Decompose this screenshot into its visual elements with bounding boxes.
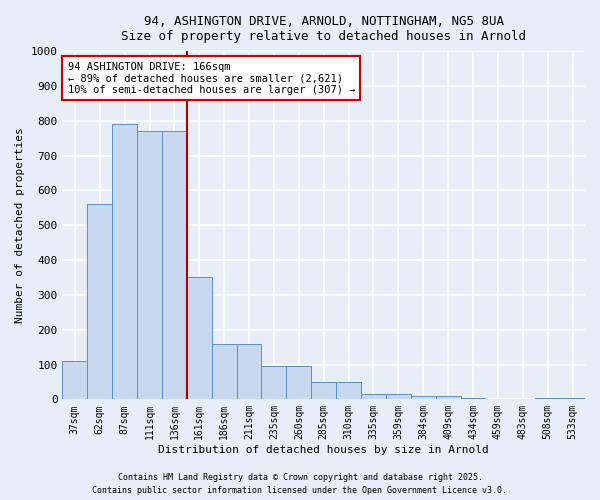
Bar [535, 398, 560, 400]
Bar [62, 361, 88, 400]
Bar [236, 344, 262, 400]
Bar [88, 204, 112, 400]
Y-axis label: Number of detached properties: Number of detached properties [15, 128, 25, 323]
Bar [560, 398, 585, 400]
Bar [361, 394, 386, 400]
Bar [162, 131, 187, 400]
Bar [436, 396, 461, 400]
Bar [286, 366, 311, 400]
Text: 94 ASHINGTON DRIVE: 166sqm
← 89% of detached houses are smaller (2,621)
10% of s: 94 ASHINGTON DRIVE: 166sqm ← 89% of deta… [68, 62, 355, 95]
Bar [112, 124, 137, 400]
Bar [311, 382, 336, 400]
X-axis label: Distribution of detached houses by size in Arnold: Distribution of detached houses by size … [158, 445, 489, 455]
Bar [262, 366, 286, 400]
Bar [411, 396, 436, 400]
Bar [137, 131, 162, 400]
Bar [386, 394, 411, 400]
Bar [212, 344, 236, 400]
Title: 94, ASHINGTON DRIVE, ARNOLD, NOTTINGHAM, NG5 8UA
Size of property relative to de: 94, ASHINGTON DRIVE, ARNOLD, NOTTINGHAM,… [121, 15, 526, 43]
Bar [187, 278, 212, 400]
Bar [336, 382, 361, 400]
Bar [461, 398, 485, 400]
Text: Contains HM Land Registry data © Crown copyright and database right 2025.
Contai: Contains HM Land Registry data © Crown c… [92, 474, 508, 495]
